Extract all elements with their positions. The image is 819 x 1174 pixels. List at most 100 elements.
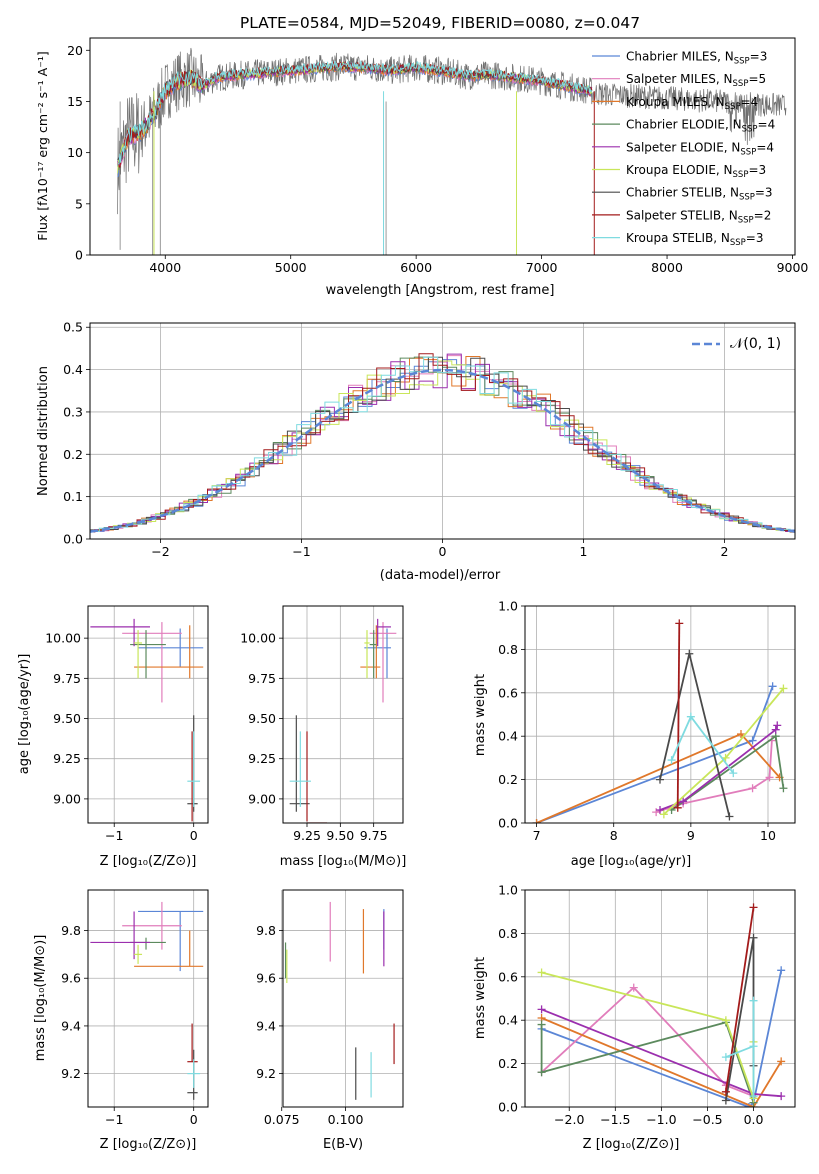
weight-marker-kroupa_stelib [749, 1092, 758, 1101]
panel-7-plot-area [537, 903, 786, 1107]
weight-marker-chabrier_miles [748, 736, 757, 745]
x-tick-label: 7000 [526, 260, 558, 275]
weight-z-ylabel: mass weight [473, 957, 488, 1039]
weight-marker-chabrier_elodie [779, 784, 788, 793]
panel-4-plot-area [532, 619, 788, 823]
y-tick-label: 0.6 [498, 969, 518, 984]
y-tick-label: 9.4 [61, 1018, 81, 1033]
x-tick-label: 2 [721, 544, 729, 559]
y-tick-label: 9.6 [256, 971, 276, 986]
panel-0-axes: 4000 5000 6000 7000 8000 9000 0 5 10 15 20 [67, 43, 808, 275]
x-tick-label: 0.100 [328, 1112, 364, 1127]
weight-marker-salpeter_stelib [721, 1087, 730, 1096]
weight-marker-chabrier_stelib [749, 933, 758, 942]
x-tick-label: 0 [439, 544, 447, 559]
y-tick-label: 0.4 [498, 729, 518, 744]
weight-line-salpeter_stelib [676, 623, 681, 808]
y-tick-label: 0.2 [63, 447, 83, 462]
model-line-kroupa_stelib [117, 60, 593, 166]
y-tick-label: 1.0 [498, 883, 518, 898]
y-tick-label: 9.25 [53, 751, 81, 766]
y-tick-label: 0.4 [63, 362, 83, 377]
weight-marker-salpeter_miles [748, 784, 757, 793]
y-tick-label: 0 [75, 248, 83, 263]
weight-marker-kroupa_elodie [659, 810, 668, 819]
weight-marker-salpeter_elodie [679, 797, 688, 806]
weight-marker-salpeter_miles [629, 983, 638, 992]
y-tick-label: 0.5 [63, 320, 83, 335]
weight-line-chabrier_miles [541, 970, 783, 1107]
weight-marker-kroupa_stelib [729, 769, 738, 778]
y-tick-label: 0.4 [498, 1013, 518, 1028]
x-tick-label: −1 [105, 828, 123, 843]
residual-legend-label: 𝒩(0, 1) [730, 336, 781, 352]
spectrum-legend: Chabrier MILES, NSSP=3 Salpeter MILES, NS… [592, 50, 775, 248]
hist-kroupa_stelib [90, 356, 795, 533]
weight-marker-salpeter_elodie [771, 725, 780, 734]
x-tick-label: 8 [610, 828, 618, 843]
y-tick-label: 0.2 [498, 1056, 518, 1071]
weight-marker-chabrier_elodie [537, 1020, 546, 1029]
y-tick-label: 0.0 [498, 1100, 518, 1115]
weight-marker-kroupa_miles [777, 1057, 786, 1066]
y-tick-label: 9.50 [53, 711, 81, 726]
y-tick-label: 0.1 [63, 489, 83, 504]
panel-6-frame [282, 889, 404, 1108]
panel-4-axes: 7 8 9 10 0.0 0.2 0.4 0.6 0.8 1.0 [498, 599, 795, 843]
y-tick-label: 10 [67, 145, 83, 160]
y-tick-label: 20 [67, 43, 83, 58]
x-tick-label: 0.0 [744, 1112, 764, 1127]
y-tick-label: 5 [75, 196, 83, 211]
weight-age-xlabel: age [log₁₀(age/yr)] [571, 854, 692, 869]
y-tick-label: 9.4 [256, 1018, 276, 1033]
panel-7-frame [524, 889, 796, 1108]
legend-label: Kroupa STELIB, NSSP=3 [626, 231, 764, 248]
x-tick-label: 10 [760, 828, 776, 843]
weight-marker-salpeter_stelib [675, 619, 684, 628]
legend-label: Salpeter STELIB, NSSP=2 [626, 208, 771, 225]
panel-0-plot-area [117, 47, 787, 255]
weight-marker-kroupa_miles [532, 819, 541, 823]
x-tick-label: 8000 [651, 260, 683, 275]
y-tick-label: 9.8 [61, 923, 81, 938]
weight-marker-chabrier_stelib [685, 649, 694, 658]
y-tick-label: 0.8 [498, 642, 518, 657]
weight-line-kroupa_miles [541, 1017, 782, 1107]
weight-marker-kroupa_miles [737, 730, 745, 739]
x-tick-label: 7 [533, 828, 541, 843]
y-tick-label: 0.0 [498, 816, 518, 831]
weight-marker-kroupa_stelib [749, 1042, 758, 1051]
y-tick-label: 0.3 [63, 404, 83, 419]
panel-3-axes: 9.25 9.50 9.75 9.00 9.25 9.50 9.75 10.00 [240, 606, 403, 843]
weight-marker-chabrier_stelib [721, 1096, 730, 1105]
y-tick-label: 0.2 [498, 772, 518, 787]
weight-marker-kroupa_stelib [749, 996, 758, 1005]
panel-2-axes: −1 0 9.00 9.25 9.50 9.75 10.00 [45, 606, 208, 843]
spectrum-ylabel: Flux [fλ10⁻¹⁷ erg cm⁻² s⁻¹ A⁻¹] [35, 51, 50, 240]
panel-6-axes: 0.075 0.100 9.2 9.4 9.6 9.8 [256, 890, 403, 1127]
mass-ebv-xlabel: E(B-V) [323, 1137, 363, 1152]
weight-line-salpeter_elodie [659, 725, 779, 811]
panel-3-frame [282, 605, 404, 824]
weight-marker-kroupa_stelib [721, 1053, 730, 1062]
x-tick-label: 9.75 [360, 828, 388, 843]
panel-6-plot-area [284, 901, 395, 1100]
weight-marker-kroupa_elodie [721, 1016, 730, 1025]
y-tick-label: 9.00 [53, 791, 81, 806]
x-tick-label: −2 [151, 544, 169, 559]
y-tick-label: 0.8 [498, 926, 518, 941]
weight-marker-salpeter_elodie [656, 805, 664, 814]
x-tick-label: 0 [190, 828, 198, 843]
age-z-xlabel: Z [log₁₀(Z/Z⊙)] [100, 854, 197, 869]
weight-marker-chabrier_miles [768, 682, 777, 691]
legend-label: Chabrier ELODIE, NSSP=4 [626, 118, 775, 135]
panel-2-plot-area [90, 618, 204, 822]
panel-4-frame [524, 605, 796, 824]
age-mass-xlabel: mass [log₁₀(M/M⊙)] [280, 854, 407, 869]
weight-z-xlabel: Z [log₁₀(Z/Z⊙)] [583, 1137, 680, 1152]
legend-label: Chabrier MILES, NSSP=3 [626, 50, 767, 67]
spectrum-data-line [117, 47, 787, 215]
y-tick-label: 15 [67, 94, 83, 109]
x-tick-label: −0.5 [692, 1112, 722, 1127]
